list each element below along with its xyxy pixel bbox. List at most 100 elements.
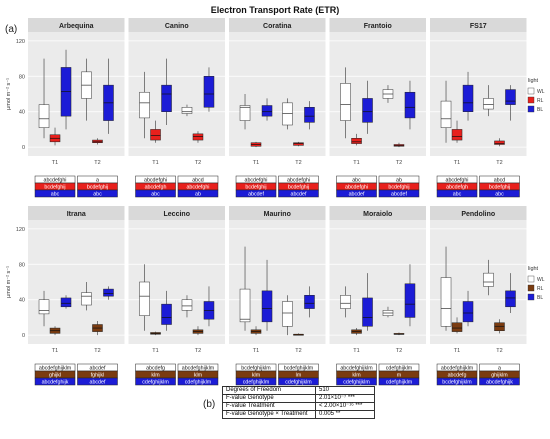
anova-value: 0.005 ** — [315, 410, 375, 419]
legend-title: light — [528, 266, 539, 272]
anova-table: Degrees of Freedom 510 F-value Genotype 2.0… — [222, 386, 375, 419]
significance-label: abc — [352, 177, 361, 183]
y-tick-label: 80 — [19, 74, 25, 80]
significance-label: abc — [93, 191, 102, 197]
significance-label: abcdef — [349, 191, 365, 197]
anova-value: 2.01×10⁻⁷ *** — [315, 394, 375, 403]
legend-label: RL — [537, 286, 544, 292]
facet-title: Moraiolo — [363, 211, 392, 218]
significance-label: ghijkl — [49, 372, 61, 378]
significance-label: abcdefghi — [446, 177, 469, 183]
significance-label: bcdefghijklm — [284, 365, 314, 371]
box-wl — [139, 281, 150, 316]
anova-row: F-value Genotype 2.01×10⁻⁷ *** — [222, 394, 375, 403]
box-wl — [139, 91, 150, 119]
facet-title: Leccino — [164, 211, 190, 218]
significance-label: ghijklm — [491, 372, 508, 378]
facet-strip — [28, 206, 125, 220]
legend-key — [527, 293, 535, 301]
box-bl — [404, 283, 416, 318]
facet-strip — [430, 206, 527, 220]
significance-label: abcdefghijklm — [182, 365, 215, 371]
box-wl — [81, 292, 92, 306]
box-bl — [505, 89, 516, 105]
box-rl — [451, 129, 463, 141]
anova-label: Degrees of Freedom — [222, 386, 316, 395]
x-tick-label: T1 — [353, 348, 359, 354]
legend-label: BL — [537, 107, 543, 113]
x-tick-label: T2 — [94, 348, 100, 354]
significance-label: abcdefghi — [44, 177, 67, 183]
x-tick-label: T2 — [496, 348, 502, 354]
facet-panel: Pendolino T1 T2 abcdefghijklmabcdefgbcdefgh… — [430, 206, 527, 385]
panel-a-label: (a) — [5, 24, 17, 35]
significance-cell — [77, 377, 118, 386]
significance-cell — [34, 189, 76, 198]
significance-label: cdefghijklm — [185, 379, 212, 385]
box-bl — [505, 290, 516, 308]
significance-label: cdefghijklm — [285, 379, 312, 385]
box-rl — [92, 139, 103, 143]
facet-strip — [229, 18, 326, 32]
significance-label: abcdefghi — [245, 177, 268, 183]
facet-strip — [128, 206, 225, 220]
facet-title: Pendolino — [461, 211, 495, 218]
box-bl — [362, 297, 373, 327]
x-tick-label: T2 — [195, 160, 201, 166]
significance-label: m — [397, 372, 402, 378]
significance-label: abcdefghi — [287, 177, 310, 183]
significance-label: abcd — [494, 177, 506, 183]
significance-label: abcdefgh — [446, 184, 468, 190]
significance-label: abcdefg — [146, 365, 165, 371]
facet-strip — [128, 18, 225, 32]
significance-cell — [135, 189, 176, 198]
significance-label: abcdefghi — [345, 184, 368, 190]
x-tick-label: T1 — [52, 348, 58, 354]
x-tick-label: T2 — [496, 160, 502, 166]
anova-row: F-value Treatment < 2.00×10⁻¹⁶ *** — [222, 402, 375, 411]
y-tick-label: 40 — [19, 110, 25, 116]
box-bl — [261, 105, 273, 117]
significance-cell — [378, 377, 420, 386]
facet-title: Maurino — [264, 211, 291, 218]
y-tick-label: 0 — [22, 333, 25, 339]
anova-value: < 2.00×10⁻¹⁶ *** — [315, 402, 375, 411]
box-rl — [192, 133, 204, 141]
significance-label: abc — [495, 191, 504, 197]
facet-title: Canino — [165, 23, 189, 30]
box-bl — [462, 84, 474, 112]
significance-label: abcdefghijklm — [340, 365, 373, 371]
legend-key — [527, 284, 535, 292]
x-tick-label: T2 — [94, 160, 100, 166]
box-rl — [150, 129, 161, 141]
significance-label: bcdefghijklm — [241, 365, 271, 371]
significance-label: abcdefg — [448, 372, 467, 378]
significance-label: abcdef — [90, 379, 106, 385]
significance-label: a — [96, 177, 99, 183]
x-tick-label: T1 — [152, 160, 158, 166]
panel-background — [329, 220, 426, 344]
significance-label: klm — [352, 372, 361, 378]
anova-value: 510 — [315, 386, 375, 395]
box-rl — [351, 138, 362, 144]
legend-key — [527, 96, 535, 104]
box-wl — [440, 277, 452, 327]
y-tick-label: 40 — [19, 298, 25, 304]
box-bl — [462, 301, 474, 323]
x-tick-label: T1 — [353, 160, 359, 166]
significance-label: klm — [252, 372, 261, 378]
significance-cell — [34, 377, 76, 386]
box-wl — [440, 100, 452, 128]
significance-cell — [135, 377, 176, 386]
panel-b-label: (b) — [203, 399, 216, 410]
significance-label: abc — [51, 191, 60, 197]
x-tick-label: T1 — [152, 348, 158, 354]
significance-label: lm — [296, 372, 302, 378]
significance-label: abcd — [192, 177, 204, 183]
box-bl — [161, 84, 172, 112]
box-rl — [293, 142, 304, 146]
y-tick-label: 0 — [22, 145, 25, 151]
